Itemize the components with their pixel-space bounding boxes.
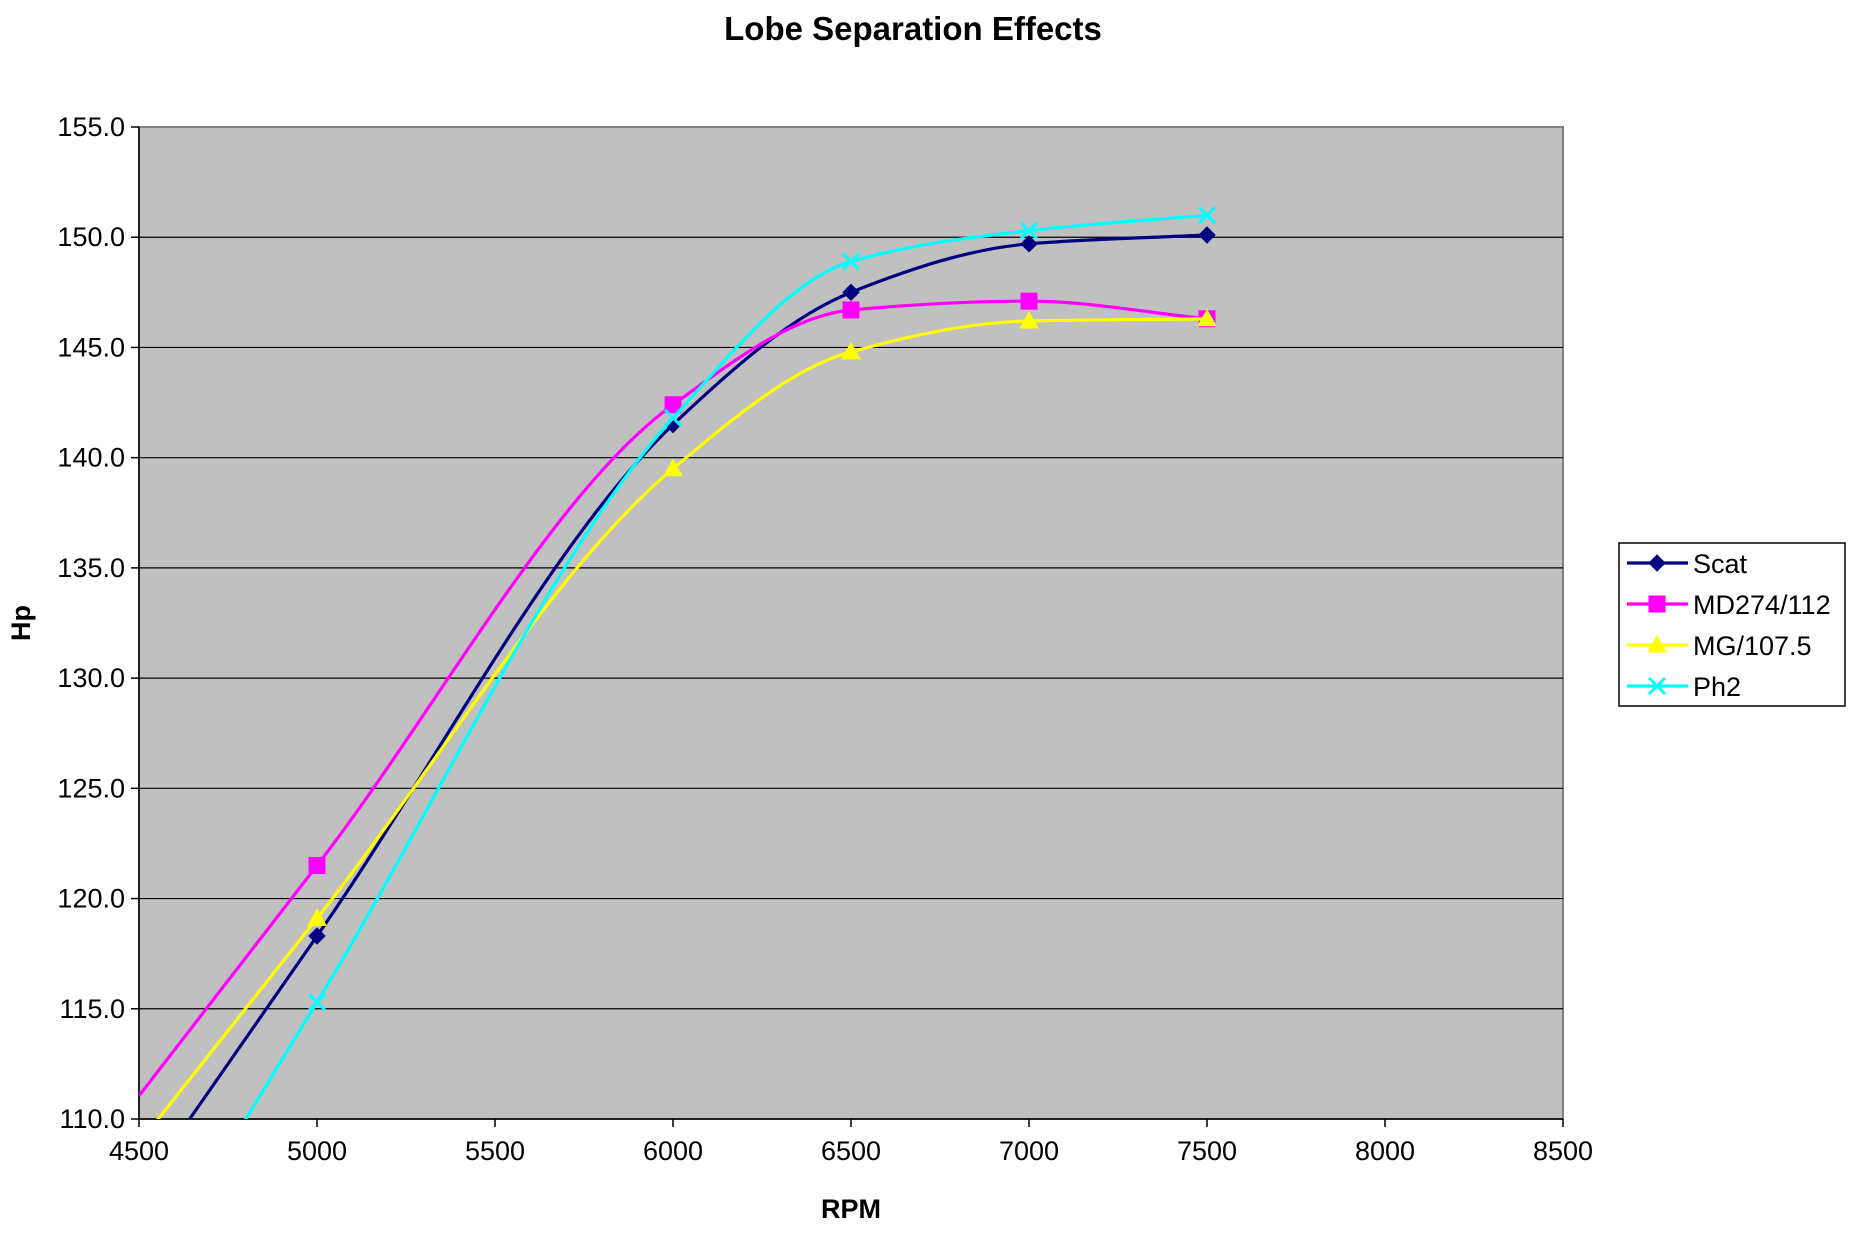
legend-label: MG/107.5 bbox=[1693, 631, 1812, 661]
x-axis-title: RPM bbox=[821, 1194, 881, 1224]
plot-area bbox=[138, 126, 1564, 1120]
legend-marker bbox=[1647, 676, 1667, 696]
legend-item: MG/107.5 bbox=[1627, 631, 1812, 661]
data-point bbox=[307, 993, 327, 1012]
legend-item: Ph2 bbox=[1627, 672, 1741, 702]
legend-marker bbox=[1648, 554, 1666, 572]
legend-marker bbox=[1647, 634, 1667, 653]
legend-item: MD274/112 bbox=[1627, 590, 1831, 620]
y-tick-label: 125.0 bbox=[57, 773, 125, 803]
x-axis-ticks: 4500 5000 5500 6000 6500 7000 7500 8000 8500 bbox=[109, 127, 1593, 1166]
x-tick-label: 5000 bbox=[287, 1136, 347, 1166]
legend-items: Scat MD274/112 MG/107.5 Ph2 bbox=[1627, 549, 1831, 702]
data-point bbox=[1197, 308, 1217, 327]
y-axis-title: Hp bbox=[6, 605, 36, 641]
x-tick-label: 7500 bbox=[1177, 1136, 1237, 1166]
y-tick-label: 120.0 bbox=[57, 884, 125, 914]
data-point bbox=[1197, 206, 1217, 225]
x-tick-label: 4500 bbox=[109, 1136, 169, 1166]
data-point bbox=[842, 301, 860, 319]
legend-marker bbox=[1648, 595, 1666, 613]
x-tick-label: 8000 bbox=[1355, 1136, 1415, 1166]
legend-label: Scat bbox=[1693, 549, 1748, 579]
x-tick-label: 5500 bbox=[465, 1136, 525, 1166]
x-tick-label: 8500 bbox=[1533, 1136, 1593, 1166]
legend-label: Ph2 bbox=[1693, 672, 1741, 702]
x-tick-label: 6000 bbox=[643, 1136, 703, 1166]
series-MG/107.5 bbox=[156, 308, 1217, 1119]
y-tick-label: 145.0 bbox=[57, 332, 125, 362]
data-point bbox=[307, 908, 327, 926]
data-point bbox=[841, 252, 861, 271]
data-point bbox=[1020, 235, 1038, 253]
legend-item: Scat bbox=[1627, 549, 1748, 579]
y-tick-label: 130.0 bbox=[57, 663, 125, 693]
y-tick-label: 115.0 bbox=[59, 994, 125, 1024]
data-point bbox=[1020, 292, 1038, 310]
x-tick-label: 7000 bbox=[999, 1136, 1059, 1166]
data-point bbox=[1198, 226, 1216, 244]
y-tick-label: 150.0 bbox=[57, 222, 125, 252]
y-tick-label: 110.0 bbox=[59, 1104, 125, 1134]
y-tick-label: 135.0 bbox=[57, 553, 125, 583]
legend-label: MD274/112 bbox=[1693, 590, 1831, 620]
legend: Scat MD274/112 MG/107.5 Ph2 bbox=[1618, 542, 1846, 707]
chart-title: Lobe Separation Effects bbox=[724, 10, 1102, 47]
data-point bbox=[308, 856, 326, 874]
x-tick-label: 6500 bbox=[821, 1136, 881, 1166]
data-point bbox=[1019, 310, 1039, 329]
data-point bbox=[663, 408, 683, 428]
y-axis-ticks: 110.0 115.0 120.0 125.0 130.0 135.0 140.0 145.0… bbox=[57, 112, 139, 1134]
series-Ph2 bbox=[243, 206, 1217, 1119]
y-tick-label: 140.0 bbox=[57, 443, 125, 473]
data-point bbox=[663, 458, 683, 477]
data-point bbox=[664, 396, 682, 414]
y-tick-label: 155.0 bbox=[57, 112, 125, 142]
data-point bbox=[842, 283, 860, 302]
data-point bbox=[308, 927, 326, 945]
series-group bbox=[139, 206, 1217, 1119]
data-point bbox=[841, 341, 861, 360]
data-point bbox=[1019, 221, 1039, 240]
